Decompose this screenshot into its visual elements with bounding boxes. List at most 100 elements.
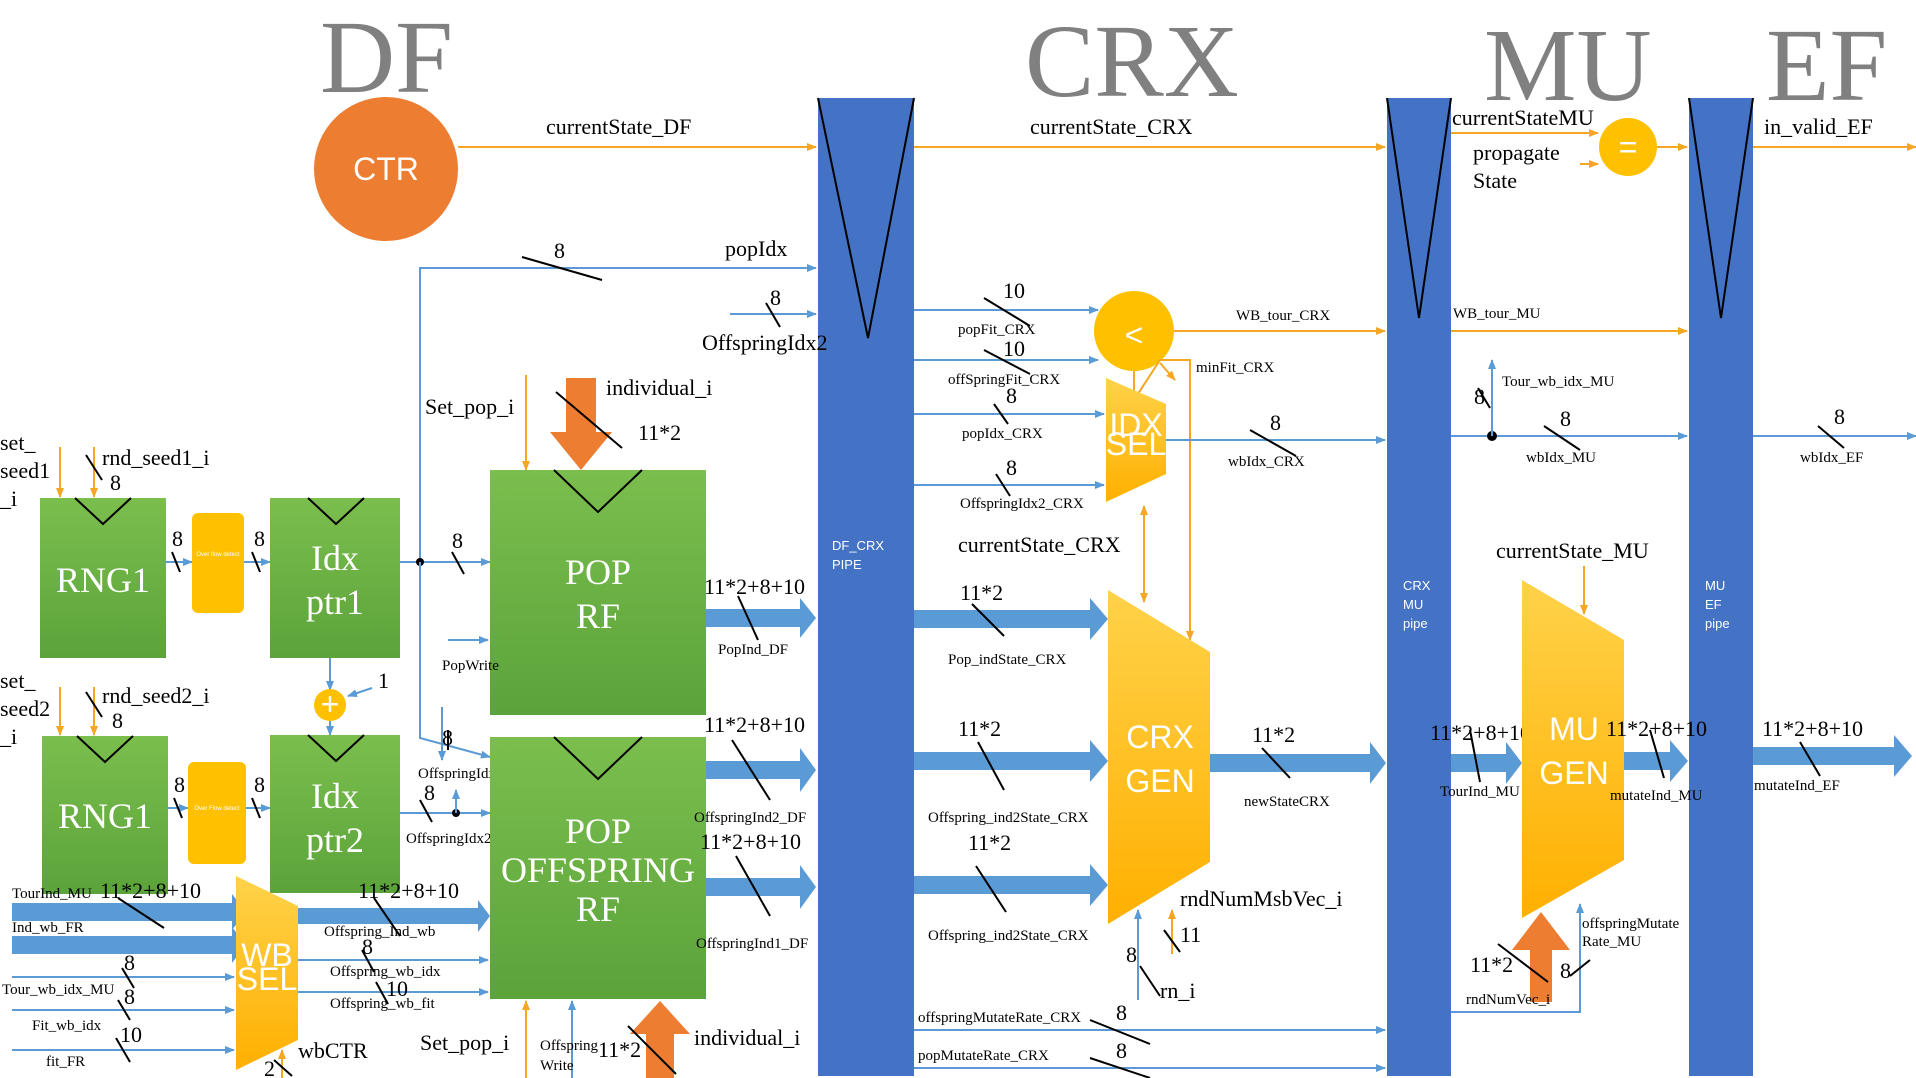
title-mu: MU: [1484, 8, 1652, 123]
sig-currentstatemu: currentStateMU: [1452, 105, 1594, 130]
sig-popwrite: PopWrite: [442, 658, 499, 674]
sig-wbidx-mu: wbIdx_MU: [1526, 450, 1596, 466]
pop-rf-block: POP RF: [490, 469, 706, 715]
w-offspringfit: 10: [1003, 336, 1025, 361]
sig-minfit-crx: minFit_CRX: [1196, 360, 1275, 376]
w-ptr1-out: 8: [452, 528, 463, 553]
eq-label: =: [1619, 129, 1638, 165]
w-tour-wb-idx: 8: [124, 950, 135, 975]
offspringind1-arrow: [706, 865, 816, 909]
sig-offspringind2-df: OffspringInd2_DF: [694, 810, 806, 826]
pipe-crx-mu-label-2: MU: [1403, 597, 1423, 612]
sig-wb-tour-mu: WB_tour_MU: [1453, 306, 1541, 322]
overflow-detect-2: Over Flow detect: [188, 762, 246, 864]
sig-in-valid-ef: in_valid_EF: [1764, 114, 1873, 139]
sig-set-pop-i-2: Set_pop_i: [420, 1030, 509, 1055]
sig-offspring-wb-idx: Offspring_wb_idx: [330, 964, 441, 980]
mu-gen-label-2: GEN: [1539, 755, 1608, 791]
sig-set-pop-i: Set_pop_i: [425, 394, 514, 419]
idx-ptr2-label-2: ptr2: [306, 820, 364, 860]
sig-tourind-mu-2: TourInd_MU: [1440, 784, 1520, 800]
w-tour-wb-idx-mu: 8: [1474, 384, 1485, 409]
w-offspring-ind2state-1: 11*2: [958, 716, 1001, 741]
w-wbidx-crx: 8: [1270, 410, 1281, 435]
w-plus-one: 1: [378, 668, 389, 693]
w-wbctr: 2: [264, 1056, 275, 1078]
tourind-mu-arrow: [1451, 742, 1522, 784]
offspringind2-arrow: [706, 748, 816, 792]
pipe-crx-mu-label-3: pipe: [1403, 616, 1428, 631]
pipe-df-crx-label-2: PIPE: [832, 557, 862, 572]
plus-block: [314, 689, 346, 721]
w-offspring-ind-wb: 11*2+8+10: [358, 878, 459, 903]
sig-offspringwrite-2: Write: [540, 1058, 574, 1074]
w-ptr2-out: 8: [424, 780, 435, 805]
sig-set-seed2-3: _i: [0, 724, 17, 749]
sig-offspringind1-df: OffspringInd1_DF: [696, 936, 808, 952]
idx-ptr2-block: Idx ptr2: [270, 734, 400, 893]
sig-offspring-ind2state-crx-2: Offspring_ind2State_CRX: [928, 928, 1089, 944]
sig-currentstate-crx: currentState_CRX: [1030, 114, 1193, 139]
w-rndnumvec: 11*2: [1470, 952, 1513, 977]
w-popidx-crx: 8: [1006, 383, 1017, 408]
pop-indstate-crx-arrow: [914, 598, 1108, 640]
pipe-crx-mu: CRX MU pipe: [1386, 97, 1452, 1076]
rndnumvec-in-arrow: [1512, 912, 1570, 1002]
sig-offspringidx2-b: OffspringIdx2: [406, 831, 492, 847]
w-offind2: 11*2+8+10: [704, 712, 805, 737]
w-seed1: 8: [110, 470, 121, 495]
sig-tour-wb-idx-mu: Tour_wb_idx_MU: [2, 982, 114, 998]
sig-set-seed1-3: _i: [0, 486, 17, 511]
sig-rnd-seed1: rnd_seed1_i: [102, 445, 210, 470]
w-newstate-crx: 11*2: [1252, 722, 1295, 747]
sig-popind-df: PopInd_DF: [718, 642, 788, 658]
eq-block: [1599, 118, 1657, 176]
pop-rf-label-1: POP: [565, 552, 631, 592]
sig-pop-indstate-crx: Pop_indState_CRX: [948, 652, 1067, 668]
svg-text:Over flow detect: Over flow detect: [196, 552, 240, 558]
sig-fit-fr: fit_FR: [46, 1054, 85, 1070]
pop-offspring-label-2: OFFSPRING: [501, 850, 695, 890]
title-ef: EF: [1766, 8, 1887, 123]
sig-rn-i: rn_i: [1160, 978, 1195, 1003]
sig-offspring-ind2state-crx: Offspring_ind2State_CRX: [928, 810, 1089, 826]
sig-ind-wb-fr: Ind_wb_FR: [12, 920, 84, 936]
idx-sel-block: IDX SEL: [1106, 378, 1166, 502]
wb-sel-label-2: SEL: [237, 961, 297, 997]
w-tourind-mu: 11*2+8+10: [1430, 720, 1531, 745]
sig-offspringfit-crx: offSpringFit_CRX: [948, 372, 1060, 388]
overflow-detect-1: Over flow detect: [192, 513, 244, 613]
w-offidx2-crx: 8: [1006, 455, 1017, 480]
idx-ptr1-label-2: ptr1: [306, 582, 364, 622]
sig-popidx: popIdx: [725, 236, 787, 261]
compare-block: [1094, 291, 1174, 371]
sig-popmutaterate-crx: popMutateRate_CRX: [918, 1048, 1049, 1064]
w-mutateind-mu: 11*2+8+10: [1606, 716, 1707, 741]
individual-in-arrow-2: [630, 1001, 690, 1078]
ctr-block: [314, 97, 458, 241]
w-mutrate-mu: 8: [1560, 958, 1571, 983]
w-offspring-mutrate: 8: [1116, 1000, 1127, 1025]
sig-currentstate-mu: currentState_MU: [1496, 538, 1649, 563]
sig-mutaterate-mu-1: offspringMutate: [1582, 916, 1680, 932]
rng1-top-block: RNG1: [40, 497, 166, 658]
pop-offspring-label-1: POP: [565, 811, 631, 851]
mu-gen-block: MU GEN: [1522, 580, 1624, 918]
w-offspring-wb-idx: 8: [362, 934, 373, 959]
pipe-df-crx: DF_CRX PIPE: [817, 97, 915, 1076]
w-rndnummsb: 11: [1180, 922, 1201, 947]
w-rn-i: 8: [1126, 942, 1137, 967]
idx-sel-label-2: SEL: [1106, 426, 1166, 462]
sig-rnd-seed2: rnd_seed2_i: [102, 683, 210, 708]
offspring-ind-wb-arrow: [298, 900, 490, 932]
sig-set-seed2-1: set_: [0, 668, 36, 693]
sig-popfit-crx: popFit_CRX: [958, 322, 1036, 338]
title-df: DF: [320, 0, 453, 115]
sig-individual-i: individual_i: [606, 375, 712, 400]
rng1-top-label: RNG1: [56, 560, 150, 600]
sig-wbidx-ef: wbIdx_EF: [1800, 450, 1863, 466]
sig-individual-i-2: individual_i: [694, 1025, 800, 1050]
sig-offspringmutaterate-crx: offspringMutateRate_CRX: [918, 1010, 1081, 1026]
sig-currentstate-df: currentState_DF: [546, 114, 691, 139]
